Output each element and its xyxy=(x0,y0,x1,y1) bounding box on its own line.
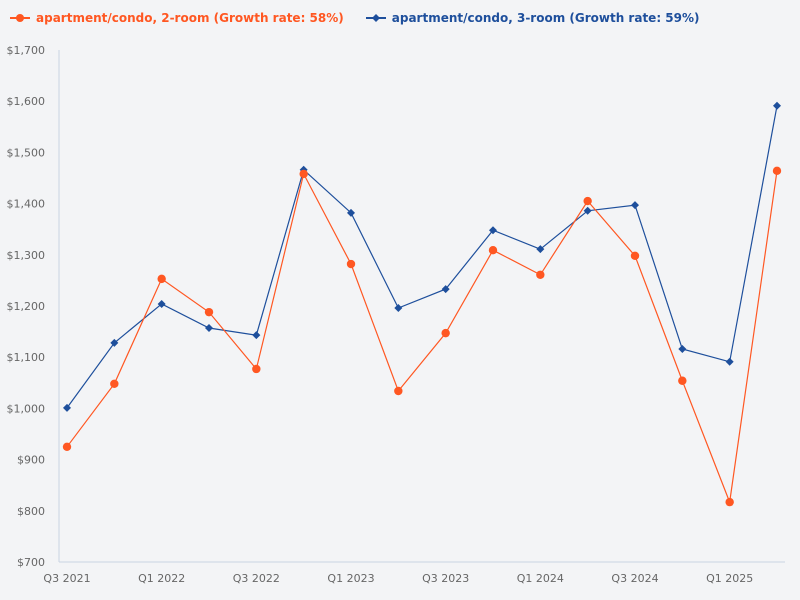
data-point[interactable] xyxy=(678,345,687,354)
series-layer xyxy=(62,101,782,507)
data-point[interactable] xyxy=(394,304,403,313)
data-point[interactable] xyxy=(631,201,639,210)
data-point[interactable] xyxy=(299,169,308,179)
y-tick-label: $1,200 xyxy=(7,300,46,313)
legend-label-3-room: apartment/condo, 3-room (Growth rate: 59… xyxy=(391,11,700,25)
data-point[interactable] xyxy=(536,245,545,254)
x-tick-label: Q3 2024 xyxy=(611,572,658,585)
data-point[interactable] xyxy=(204,307,214,317)
y-tick-label: $1,600 xyxy=(7,95,46,108)
y-axis: $700 $800 $900 $1,000 $1,100 $1,200 $1,300 $1,4… xyxy=(7,44,60,569)
y-tick-label: $700 xyxy=(17,556,45,569)
data-point[interactable] xyxy=(110,379,119,389)
legend-label-2-room: apartment/condo, 2-room (Growth rate: 58… xyxy=(36,11,344,25)
data-point[interactable] xyxy=(110,338,119,347)
chart-legend: apartment/condo, 2-room (Growth rate: 58… xyxy=(10,8,700,28)
data-point[interactable] xyxy=(536,270,545,279)
data-point[interactable] xyxy=(583,206,592,215)
y-tick-label: $1,100 xyxy=(7,351,46,364)
data-point[interactable] xyxy=(157,274,166,284)
series-diamond xyxy=(63,101,781,412)
y-tick-label: $900 xyxy=(17,454,45,467)
data-point[interactable] xyxy=(441,285,450,294)
y-tick-label: $1,000 xyxy=(7,402,46,415)
data-point[interactable] xyxy=(252,331,261,340)
diamond-marker-icon xyxy=(365,14,386,22)
y-tick-label: $800 xyxy=(17,505,45,518)
x-tick-label: Q3 2023 xyxy=(422,572,469,585)
data-point[interactable] xyxy=(394,386,403,396)
data-point[interactable] xyxy=(725,357,734,366)
x-tick-label: Q3 2021 xyxy=(43,572,90,585)
data-point[interactable] xyxy=(157,299,166,308)
data-point[interactable] xyxy=(489,226,497,235)
x-tick-label: Q1 2023 xyxy=(327,572,374,585)
data-point[interactable] xyxy=(773,101,781,110)
y-tick-label: $1,400 xyxy=(7,198,46,211)
data-point[interactable] xyxy=(678,376,687,385)
data-point[interactable] xyxy=(62,442,72,451)
y-tick-label: $1,300 xyxy=(7,249,46,262)
legend-item-3-room[interactable]: apartment/condo, 3-room (Growth rate: 59… xyxy=(365,11,700,25)
y-tick-label: $1,700 xyxy=(7,44,46,57)
data-point[interactable] xyxy=(772,166,782,176)
x-axis: Q3 2021 Q1 2022 Q3 2022 Q1 2023 Q3 2023 Q1 20… xyxy=(43,561,785,585)
data-point[interactable] xyxy=(205,324,213,333)
x-tick-label: Q1 2022 xyxy=(138,572,185,585)
data-point[interactable] xyxy=(347,208,355,217)
series-circle xyxy=(62,166,782,507)
x-tick-label: Q1 2025 xyxy=(706,572,753,585)
data-point[interactable] xyxy=(63,403,71,412)
data-point[interactable] xyxy=(488,245,498,255)
data-point[interactable] xyxy=(583,196,592,206)
data-point[interactable] xyxy=(725,497,734,507)
data-point[interactable] xyxy=(252,364,261,374)
y-tick-label: $1,500 xyxy=(7,146,46,159)
circle-marker-icon xyxy=(10,14,30,22)
x-tick-label: Q3 2022 xyxy=(233,572,280,585)
data-point[interactable] xyxy=(630,251,640,261)
data-point[interactable] xyxy=(346,259,356,269)
x-tick-label: Q1 2024 xyxy=(517,572,564,585)
data-point[interactable] xyxy=(441,328,450,338)
legend-item-2-room[interactable]: apartment/condo, 2-room (Growth rate: 58… xyxy=(10,11,344,25)
